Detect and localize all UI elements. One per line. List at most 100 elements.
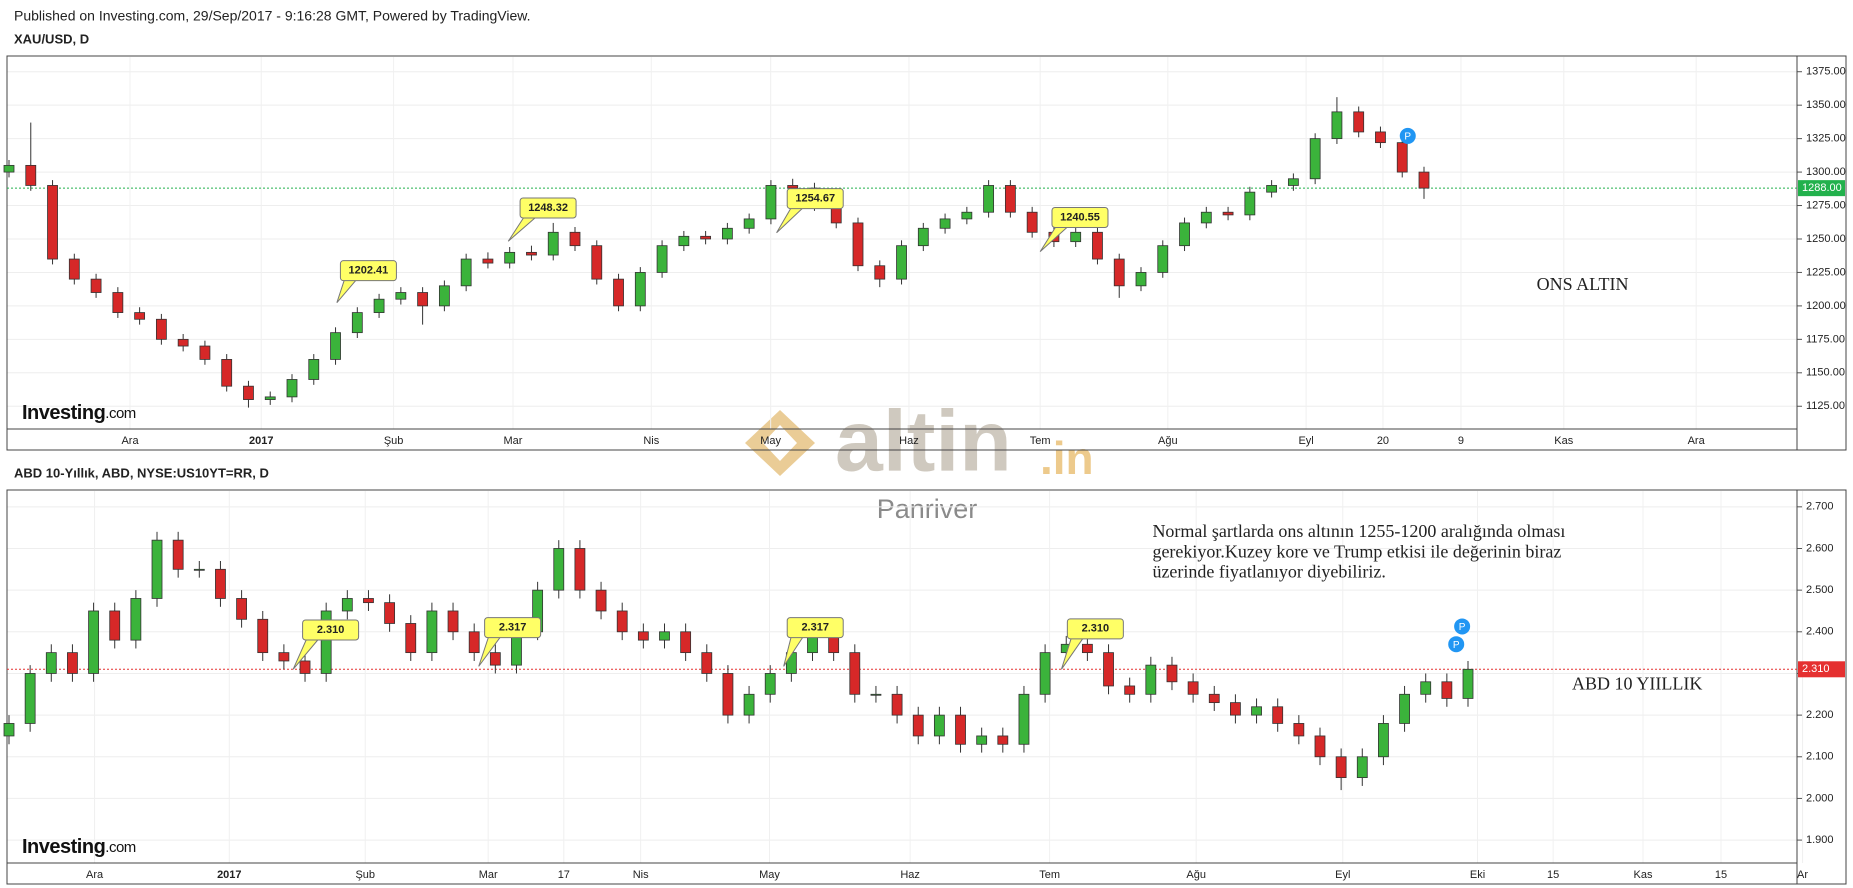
logo: Investing.com	[22, 402, 136, 424]
candle-body	[852, 222, 864, 267]
x-tick-label: 9	[1458, 435, 1464, 447]
callout-box	[339, 260, 397, 282]
annotation: ABD 10 YIILLIK	[1572, 674, 1702, 694]
y-tick-label: 2.100	[1806, 751, 1834, 763]
candle-body	[1418, 171, 1430, 189]
y-tick-label: 1175.00	[1806, 333, 1845, 345]
candle-body	[1353, 111, 1365, 133]
last-price-label: 1288.00	[1802, 182, 1842, 194]
x-tick-label: Mar	[479, 869, 498, 881]
candle-body	[526, 251, 537, 256]
x-tick-label: Kas	[1633, 869, 1652, 881]
x-tick-label: Eyl	[1298, 435, 1313, 447]
candle-body	[891, 693, 903, 716]
callout-pointer	[336, 279, 357, 303]
candle-body	[1208, 693, 1220, 704]
candle-body	[1018, 693, 1030, 745]
candle-body	[976, 735, 988, 745]
x-tick-label: 15	[1715, 869, 1727, 881]
candle-body	[874, 265, 886, 280]
candle-body	[1124, 685, 1136, 695]
candle-body	[447, 610, 459, 633]
y-tick-label: 1125.00	[1806, 400, 1845, 412]
callout-box	[519, 197, 577, 219]
candle-body	[1441, 681, 1453, 699]
candle-body	[1166, 664, 1178, 683]
watermark: altin .in	[745, 394, 1094, 490]
watermark-logo	[745, 410, 815, 476]
x-tick-label: Ağu	[1186, 869, 1206, 881]
y-tick-label: 1350.00	[1806, 99, 1846, 111]
callout-pointer	[1060, 637, 1084, 670]
candle-body	[722, 673, 734, 716]
candle-body	[1200, 211, 1212, 224]
candle-body	[236, 598, 247, 620]
candle-body	[3, 723, 15, 737]
callout-label: 1202.41	[349, 265, 389, 277]
candle-body	[616, 610, 628, 633]
callout-box	[484, 617, 542, 639]
y-tick-label: 1275.00	[1806, 199, 1846, 211]
candle-body	[172, 539, 184, 570]
callout-pointer	[776, 207, 804, 234]
candle-body	[438, 285, 450, 307]
callout-box	[1051, 206, 1109, 228]
logo: Investing.com	[22, 836, 136, 858]
candle-body	[384, 602, 396, 624]
candle-body	[613, 278, 624, 307]
candle-body	[1081, 643, 1093, 654]
candle-body	[25, 164, 37, 186]
candle-body	[395, 292, 407, 300]
candle-body	[787, 185, 799, 189]
candle-body	[177, 338, 189, 347]
candle-body	[320, 610, 332, 674]
watermark-suffix: .in	[1040, 432, 1094, 484]
candle-body	[264, 396, 276, 400]
y-tick-label: 1375.00	[1806, 66, 1846, 78]
candle-body	[45, 652, 57, 674]
candle-body	[193, 568, 205, 571]
last-price-label: 2.310	[1802, 663, 1830, 675]
event-marker	[1399, 127, 1416, 144]
candle-body	[3, 164, 15, 173]
x-tick-label: Ar	[1797, 869, 1808, 881]
callout-label: 1248.32	[528, 202, 568, 214]
candle-body	[1179, 222, 1190, 247]
event-marker-label: P	[1453, 640, 1460, 651]
x-tick-label: Ara	[121, 435, 139, 447]
note-line: gerekiyor.Kuzey kore ve Trump etkisi ile…	[1152, 541, 1561, 561]
x-tick-label: Ara	[86, 869, 104, 881]
candle-body	[1039, 652, 1051, 695]
candle-body	[67, 652, 78, 674]
candle-body	[896, 245, 907, 280]
candle-body	[330, 332, 341, 360]
candle-body	[933, 714, 945, 737]
candle-body	[765, 185, 777, 220]
callout-pointer	[478, 636, 502, 667]
panel-frame	[6, 55, 1847, 451]
candle-body	[939, 218, 951, 229]
x-tick-label: May	[760, 435, 781, 447]
candle-body	[955, 714, 966, 745]
candle-body	[547, 231, 559, 256]
candle-body	[1287, 178, 1299, 186]
event-marker-label: P	[1459, 622, 1466, 633]
candle-body	[1309, 138, 1321, 180]
note-line: Normal şartlarda ons altının 1255-1200 a…	[1152, 521, 1565, 541]
candle-body	[24, 673, 36, 724]
candle-body	[1187, 681, 1199, 695]
candle-body	[1335, 756, 1347, 779]
logo-suffix: .com	[105, 839, 136, 856]
candle-body	[721, 227, 733, 240]
candle-body	[405, 623, 417, 654]
candle-body	[1314, 735, 1326, 758]
candle-body	[1420, 681, 1432, 695]
candle-body	[569, 231, 581, 247]
candle-body	[1331, 111, 1343, 140]
event-marker-label: P	[1404, 132, 1411, 143]
candle-body	[1293, 723, 1305, 737]
y-tick-label: 1325.00	[1806, 133, 1846, 145]
candle-body	[308, 359, 320, 380]
y-tick-label: 2.600	[1806, 542, 1834, 554]
